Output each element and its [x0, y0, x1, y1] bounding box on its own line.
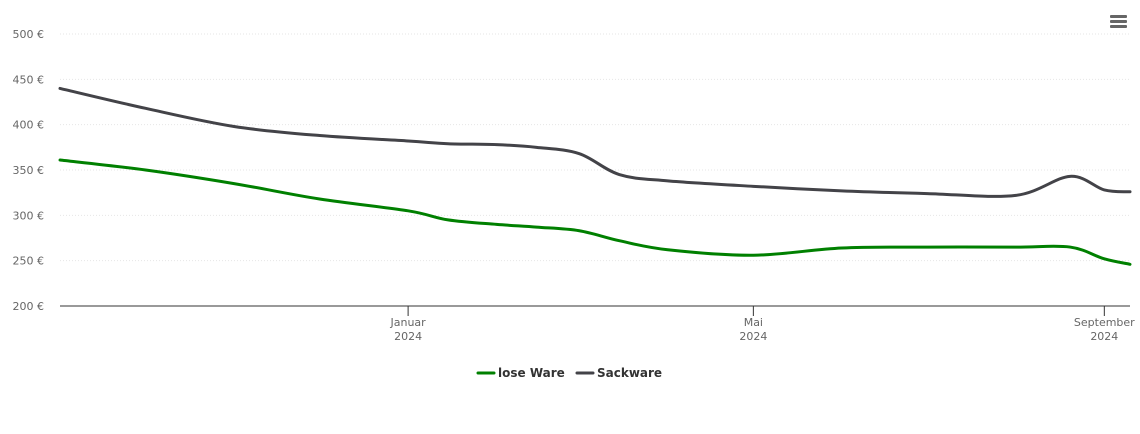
x-tick-label-year: 2024 — [394, 330, 422, 343]
x-tick-label-year: 2024 — [1090, 330, 1118, 343]
y-tick-label: 350 € — [13, 164, 45, 177]
y-tick-label: 250 € — [13, 255, 45, 268]
x-tick-label-month: Januar — [390, 316, 427, 329]
chart-menu-button[interactable] — [1104, 10, 1132, 34]
series-line-lose-ware — [58, 158, 1132, 266]
y-tick-label: 400 € — [13, 119, 45, 132]
x-tick-label-year: 2024 — [739, 330, 767, 343]
x-tick-label-month: Mai — [744, 316, 763, 329]
series-lines — [58, 86, 1132, 266]
x-tick-label-month: September — [1074, 316, 1135, 329]
legend-label: Sackware — [597, 366, 662, 380]
hamburger-menu-icon — [1110, 15, 1127, 28]
y-tick-label: 450 € — [13, 73, 45, 86]
legend: lose Ware Sackware — [476, 366, 662, 380]
y-tick-label: 500 € — [13, 28, 45, 41]
y-axis: 200 € 250 € 300 € 350 € 400 € 450 € 500 € — [13, 28, 45, 313]
legend-item-sackware[interactable]: Sackware — [575, 366, 662, 380]
y-tick-label: 300 € — [13, 209, 45, 222]
legend-label: lose Ware — [498, 366, 565, 380]
legend-item-lose-ware[interactable]: lose Ware — [476, 366, 565, 380]
series-line-sackware — [58, 86, 1132, 198]
grid-lines — [60, 33, 1130, 262]
y-tick-label: 200 € — [13, 300, 45, 313]
